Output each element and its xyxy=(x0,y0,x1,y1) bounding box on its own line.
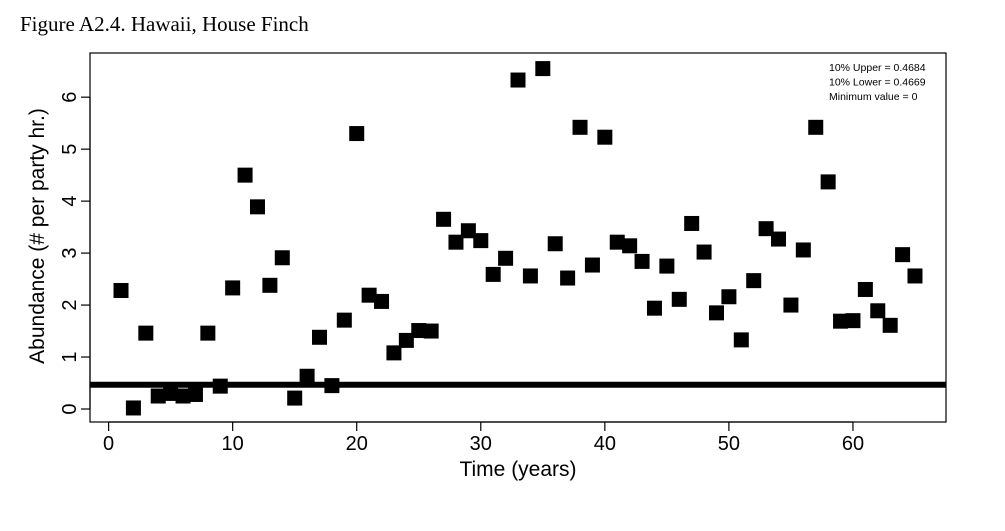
data-point xyxy=(746,273,762,289)
data-point xyxy=(696,244,712,260)
data-point xyxy=(187,386,203,402)
data-point xyxy=(634,253,650,269)
data-point xyxy=(163,385,179,401)
data-point xyxy=(671,291,687,307)
legend-annotations: 10% Upper = 0.4684 10% Lower = 0.4669 Mini… xyxy=(829,62,926,103)
data-point xyxy=(200,325,216,341)
y-tick-label: 5 xyxy=(59,144,81,155)
data-point xyxy=(473,233,489,249)
data-point xyxy=(312,329,328,345)
x-tick-label: 60 xyxy=(842,433,864,455)
x-tick-label: 30 xyxy=(470,433,492,455)
x-axis-label: Time (years) xyxy=(459,458,576,481)
data-point xyxy=(485,266,501,282)
data-point xyxy=(150,388,166,404)
y-tick-label: 0 xyxy=(59,403,81,414)
data-point xyxy=(771,231,787,247)
data-point xyxy=(299,368,315,384)
data-point xyxy=(609,234,625,250)
data-point xyxy=(287,390,303,406)
data-point xyxy=(436,211,452,227)
y-tick-label: 6 xyxy=(59,92,81,103)
data-point xyxy=(249,199,265,215)
data-point xyxy=(374,293,390,309)
data-point xyxy=(125,400,141,416)
data-point xyxy=(646,300,662,316)
data-point xyxy=(721,289,737,305)
data-point xyxy=(882,317,898,333)
data-point xyxy=(175,388,191,404)
y-axis: 0 1 2 3 4 5 6 xyxy=(59,92,91,415)
data-point xyxy=(758,221,774,237)
figure-title: Figure A2.4. Hawaii, House Finch xyxy=(20,12,309,36)
data-point xyxy=(237,167,253,183)
data-point xyxy=(225,280,241,296)
data-point xyxy=(212,378,228,394)
data-point xyxy=(113,283,129,299)
data-point xyxy=(907,268,923,284)
plot-frame xyxy=(89,52,947,423)
y-tick-label: 2 xyxy=(59,300,81,311)
legend-annotation: Minimum value = 0 xyxy=(829,91,918,103)
data-point xyxy=(138,325,154,341)
data-point xyxy=(895,247,911,263)
data-points xyxy=(113,61,923,416)
data-point xyxy=(361,287,377,303)
data-point xyxy=(845,313,861,329)
data-point xyxy=(411,323,427,339)
data-point xyxy=(324,378,340,394)
x-axis: 0 10 20 30 40 50 60 xyxy=(103,421,864,455)
data-point xyxy=(535,61,551,77)
data-point xyxy=(560,270,576,286)
data-point xyxy=(684,215,700,231)
y-tick-label: 1 xyxy=(59,351,81,362)
legend-annotation: 10% Upper = 0.4684 xyxy=(829,62,926,74)
data-point xyxy=(498,250,514,266)
data-point xyxy=(820,174,836,190)
data-point xyxy=(659,258,675,274)
data-point xyxy=(572,119,588,135)
data-point xyxy=(522,268,538,284)
data-point xyxy=(622,238,638,254)
data-point xyxy=(795,242,811,258)
data-point xyxy=(336,312,352,328)
x-tick-label: 40 xyxy=(594,433,616,455)
y-tick-label: 4 xyxy=(59,196,81,207)
data-point xyxy=(857,281,873,297)
data-point xyxy=(708,305,724,321)
y-tick-label: 3 xyxy=(59,248,81,259)
data-point xyxy=(423,323,439,339)
data-point xyxy=(262,277,278,293)
data-point xyxy=(597,129,613,145)
data-point xyxy=(460,223,476,239)
data-point xyxy=(510,72,526,88)
data-point xyxy=(398,332,414,348)
y-axis-label: Abundance (# per party hr.) xyxy=(26,108,49,364)
x-tick-label: 10 xyxy=(222,433,244,455)
x-tick-label: 20 xyxy=(346,433,368,455)
data-point xyxy=(783,297,799,313)
data-point xyxy=(808,119,824,135)
x-tick-label: 0 xyxy=(103,433,114,455)
data-point xyxy=(733,332,749,348)
data-point xyxy=(833,313,849,329)
legend-annotation: 10% Lower = 0.4669 xyxy=(829,77,926,89)
data-point xyxy=(349,126,365,142)
data-point xyxy=(584,257,600,273)
data-point xyxy=(547,236,563,252)
data-point xyxy=(870,303,886,319)
data-point xyxy=(386,345,402,361)
x-tick-label: 50 xyxy=(718,433,740,455)
data-point xyxy=(448,234,464,250)
data-point xyxy=(274,250,290,266)
